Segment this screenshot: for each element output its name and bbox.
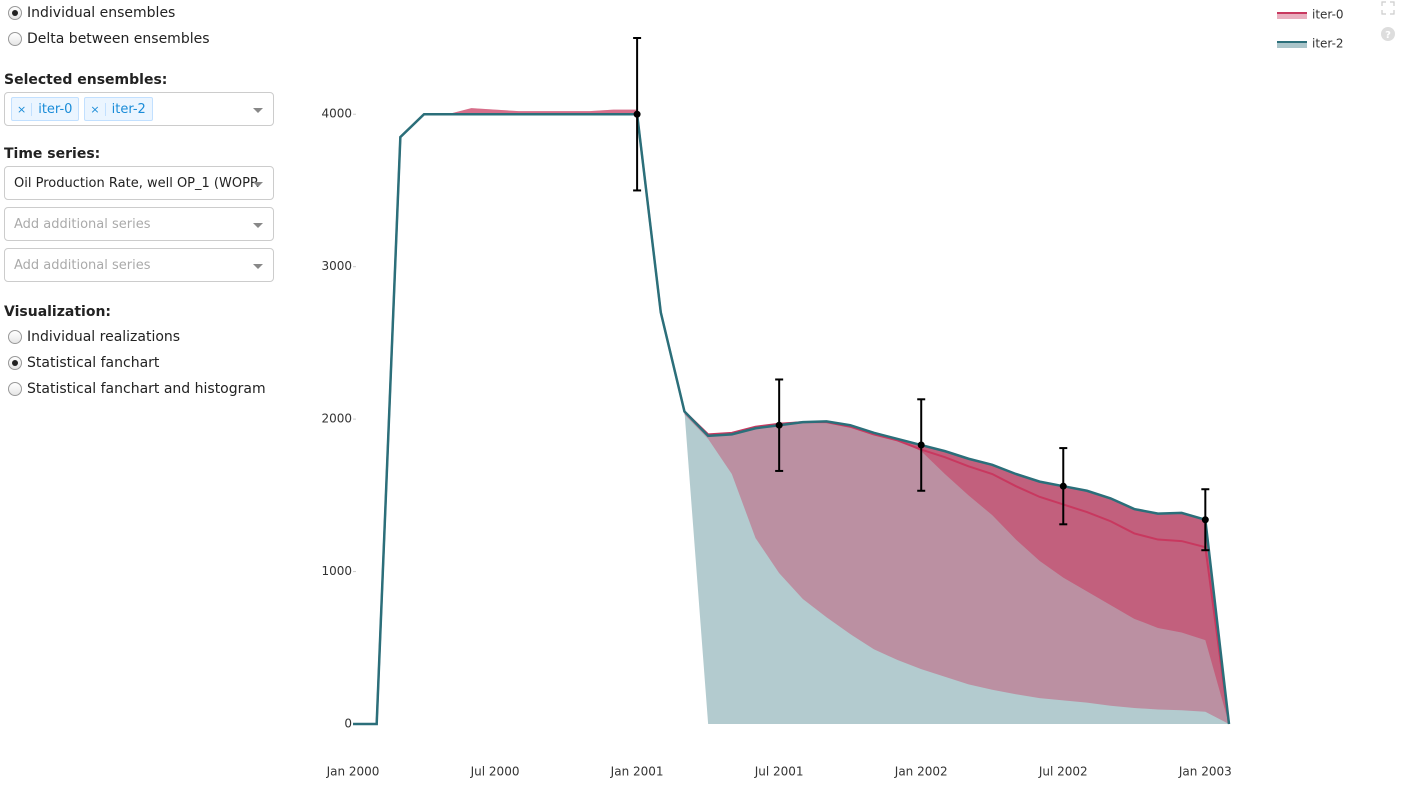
label: Time series: [4,146,101,162]
control-panel: Individual ensembles Delta between ensemb… [4,0,274,402]
band [353,114,1229,724]
radio-label: Delta between ensembles [27,31,210,47]
svg-text:?: ? [1385,30,1391,41]
x-tick-label: Jan 2001 [610,765,664,779]
label: Selected ensembles: [4,72,168,88]
observation [1201,488,1210,552]
error-bar [775,421,783,429]
radio-option[interactable]: Delta between ensembles [8,26,274,52]
error-bar [1059,482,1067,490]
observation [633,37,642,192]
y-tick-label: 2000 [321,412,352,426]
x-tick-label: Jul 2002 [1038,765,1088,779]
series-select[interactable]: Oil Production Rate, well OP_1 (WOPR:O [4,166,274,200]
observation [917,398,926,492]
remove-tag[interactable]: × [85,102,106,116]
selected-series: Oil Production Rate, well OP_1 (WOPR:O [14,175,259,191]
ensemble-tag: × iter-2 [84,97,153,121]
y-tick-label: 4000 [321,107,352,121]
error-bar [1201,516,1209,524]
x-tick-label: Jul 2001 [754,765,804,779]
y-tick-label: 1000 [321,564,352,578]
radio-option[interactable]: Individual ensembles [8,0,274,26]
label: Visualization: [4,304,112,320]
legend-label: iter-0 [1312,8,1344,22]
tag-label: iter-2 [111,101,146,117]
legend-swatch [1277,41,1307,48]
x-tick-label: Jan 2002 [894,765,948,779]
radio-option[interactable]: Individual realizations [8,324,274,350]
error-bar [917,441,925,449]
placeholder: Add additional series [14,257,151,273]
series-select[interactable]: Add additional series [4,207,274,241]
mean-line [353,112,1231,726]
radio-label: Statistical fanchart [27,355,160,371]
radio-label: Individual realizations [27,329,181,345]
fullscreen-icon[interactable] [1381,1,1395,15]
radio-button[interactable] [8,6,22,20]
radio-option[interactable]: Statistical fanchart and histogram [8,376,274,402]
help-icon[interactable]: ? [1381,27,1395,41]
radio-button[interactable] [8,382,22,396]
radio-option[interactable]: Statistical fanchart [8,350,274,376]
tag-label: iter-0 [38,101,73,117]
observation [1059,447,1068,526]
remove-tag[interactable]: × [12,102,33,116]
ensemble-mode: Individual ensembles Delta between ensemb… [4,0,274,52]
radio-button[interactable] [8,356,22,370]
legend-swatch [1277,12,1307,19]
radio-label: Statistical fanchart and histogram [27,381,266,397]
x-tick-label: Jan 2003 [1178,765,1232,779]
x-tick-label: Jul 2000 [470,765,520,779]
series-select[interactable]: Add additional series [4,248,274,282]
ensemble-select[interactable]: × iter-0 × iter-2 [4,92,274,126]
placeholder: Add additional series [14,216,151,232]
ensemble-tag: × iter-0 [11,97,80,121]
error-bar [633,110,641,118]
radio-button[interactable] [8,330,22,344]
visualization-mode: Individual realizations Statistical fanch… [4,324,274,402]
legend-label: iter-2 [1312,37,1344,51]
y-tick-label: 3000 [321,259,352,273]
radio-label: Individual ensembles [27,5,176,21]
y-tick-label: 0 [344,717,352,731]
radio-button[interactable] [8,32,22,46]
band [353,108,1229,724]
observation [775,378,784,472]
x-tick-label: Jan 2000 [326,765,380,779]
